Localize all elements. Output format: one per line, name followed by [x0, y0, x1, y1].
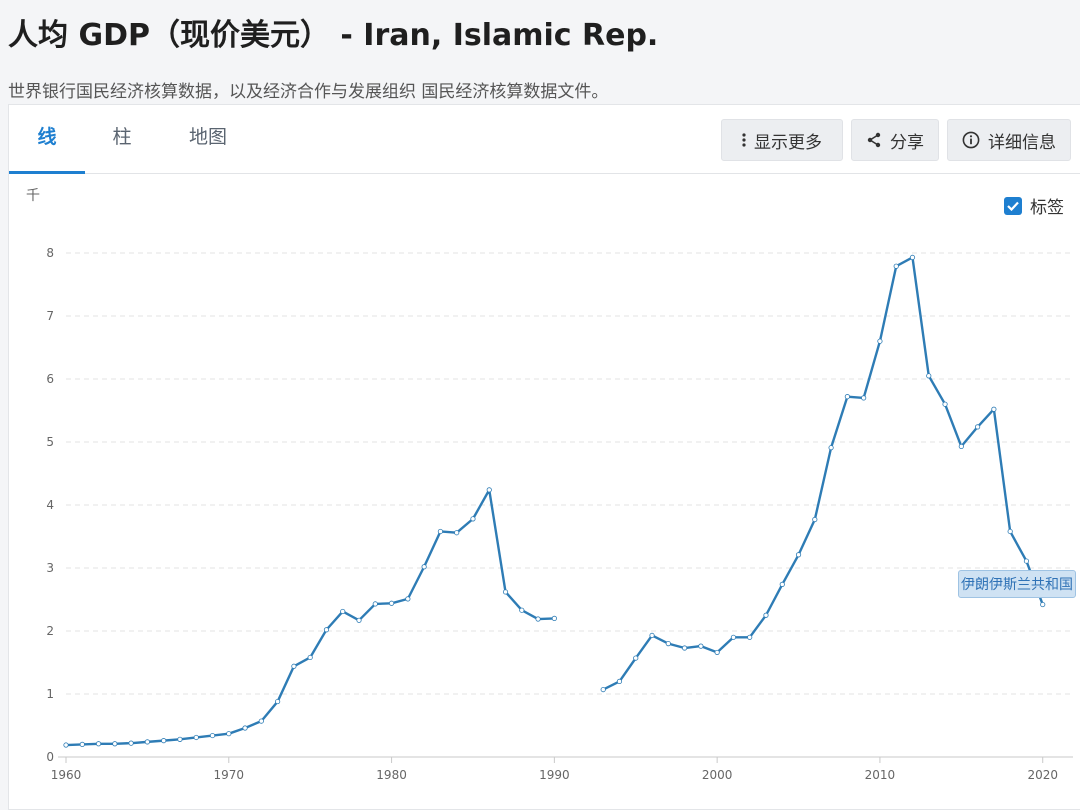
tab-bar-chart[interactable]: 柱 [112, 126, 132, 148]
data-point [144, 739, 150, 745]
data-point [470, 516, 476, 522]
x-tick-label: 1960 [51, 768, 82, 782]
y-tick-label: 1 [46, 687, 54, 701]
share-icon [866, 132, 882, 148]
data-point [616, 678, 623, 685]
tab-line[interactable]: 线 [9, 105, 85, 174]
data-point [454, 530, 460, 536]
data-point [421, 564, 427, 570]
data-point [128, 740, 134, 746]
data-point [779, 581, 785, 587]
y-tick-label: 5 [46, 435, 54, 449]
data-point [372, 601, 378, 607]
x-tick-label: 2020 [1027, 768, 1058, 782]
data-point [291, 663, 297, 669]
data-point [909, 254, 916, 261]
data-point [275, 698, 281, 705]
share-label: 分享 [890, 132, 924, 153]
x-tick-label: 1990 [539, 768, 570, 782]
data-point [861, 395, 867, 401]
data-point [323, 627, 330, 633]
line-chart: 0 1 2 3 4 5 6 7 8 1960 1970 1980 1990 2000 2010 2020 [46, 246, 1073, 782]
y-tick-label: 2 [46, 624, 54, 638]
data-point [340, 608, 346, 615]
y-tick-label: 0 [46, 750, 54, 764]
data-point [958, 443, 964, 450]
series-label-tag: 伊朗伊斯兰共和国 [958, 570, 1076, 598]
data-point [665, 640, 671, 647]
data-point [551, 615, 557, 622]
data-point [209, 732, 216, 739]
x-tick-label: 2000 [702, 768, 733, 782]
series-line-segment [602, 256, 1044, 691]
data-point [812, 516, 818, 523]
data-point [161, 738, 167, 744]
data-point [437, 528, 444, 535]
data-point [730, 634, 737, 640]
data-point [95, 741, 102, 747]
data-point [112, 741, 118, 747]
page-title: 人均 GDP（现价美元） - Iran, Islamic Rep. [8, 18, 659, 53]
x-tick-label: 1980 [376, 768, 407, 782]
y-tick-label: 7 [46, 309, 54, 323]
more-vertical-icon [742, 133, 746, 147]
show-more-button[interactable]: 显示更多 [721, 119, 843, 161]
data-point [828, 445, 834, 451]
data-point [633, 655, 639, 661]
details-label: 详细信息 [988, 132, 1056, 153]
data-point [698, 643, 704, 649]
data-point [258, 718, 264, 724]
data-point [877, 338, 883, 344]
data-point [747, 634, 753, 640]
data-point [975, 424, 981, 430]
data-point [193, 734, 199, 741]
data-point [307, 654, 313, 661]
show-more-label: 显示更多 [754, 132, 822, 153]
data-point [844, 394, 850, 400]
data-point [79, 741, 85, 748]
tab-bar: 线 柱 地图 显示更多 分享 详细信息 [9, 105, 1080, 174]
y-tick-label: 8 [46, 246, 54, 260]
data-point [942, 401, 948, 407]
data-point [893, 263, 899, 269]
data-point [681, 645, 688, 651]
data-point [649, 632, 655, 639]
data-point [502, 589, 509, 595]
data-point [991, 406, 997, 412]
data-point [1023, 558, 1030, 564]
data-point [535, 616, 541, 622]
series-line-segment [65, 488, 555, 747]
labels-checkbox[interactable] [1004, 196, 1022, 215]
source-note: 世界银行国民经济核算数据，以及经济合作与发展组织 国民经济核算数据文件。 [8, 82, 609, 102]
data-point [1040, 601, 1046, 608]
data-point [519, 607, 525, 613]
y-tick-label: 6 [46, 372, 54, 386]
chart-panel: 线 柱 地图 显示更多 分享 详细信息 千 标签 0 1 2 3 4 5 6 7 8 196 [8, 104, 1080, 810]
details-button[interactable]: 详细信息 [947, 119, 1071, 161]
share-button[interactable]: 分享 [851, 119, 939, 161]
data-point [600, 686, 606, 693]
data-point [1007, 528, 1013, 535]
labels-toggle[interactable]: 标签 [1004, 193, 1064, 218]
y-tick-label: 4 [46, 498, 54, 512]
data-point [356, 617, 362, 623]
info-icon [962, 131, 980, 149]
y-axis-unit-label: 千 [26, 188, 40, 204]
labels-toggle-label: 标签 [1030, 198, 1064, 218]
data-point [177, 736, 183, 742]
x-tick-label: 1970 [214, 768, 245, 782]
data-point [388, 600, 395, 606]
tab-map[interactable]: 地图 [188, 126, 227, 148]
data-point [405, 596, 411, 602]
data-point [926, 373, 932, 379]
data-point [486, 487, 492, 493]
data-point [795, 552, 802, 558]
data-point [763, 612, 769, 618]
data-point [63, 742, 69, 748]
data-point [714, 649, 720, 656]
y-tick-label: 3 [46, 561, 54, 575]
data-point [226, 731, 232, 737]
data-point [242, 725, 248, 731]
x-tick-label: 2010 [865, 768, 896, 782]
